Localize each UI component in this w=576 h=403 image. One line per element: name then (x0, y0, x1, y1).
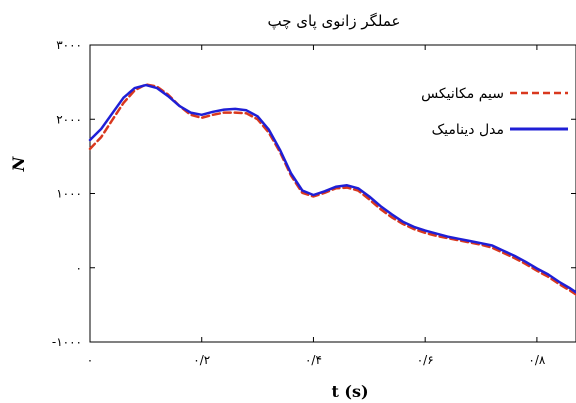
y-axis-label: N (9, 155, 28, 172)
x-axis-label: t (s) (331, 382, 368, 401)
x-tick-label: ۰/۸ (528, 353, 545, 367)
x-tick-label: ۰/۶ (417, 353, 434, 367)
y-tick-label: ۰ (76, 261, 82, 275)
y-tick-label: ۱۰۰۰ (56, 187, 82, 201)
series-layer (88, 83, 576, 296)
legend: سیم مکانیکس مدل دینامیک (421, 86, 568, 138)
x-tick-label: ۰/۴ (305, 353, 322, 367)
x-tick-label: ۰ (87, 353, 93, 367)
series-line-dynamic-model (88, 83, 576, 294)
chart-title: عملگر زانوی پای چپ (267, 12, 400, 31)
y-tick-label: ۲۰۰۰ (56, 112, 82, 126)
ticks-layer: ۰ ۰/۲ ۰/۴ ۰/۶ ۰/۸ -۱۰۰۰ ۰ ۱۰۰۰ ۲۰۰۰ ۳۰۰۰ (52, 38, 576, 367)
legend-label-dynamic-model: مدل دینامیک (432, 122, 504, 138)
x-tick-label: ۰/۲ (193, 353, 210, 367)
series-line-mechanics (88, 83, 576, 296)
y-tick-label: ۳۰۰۰ (56, 38, 82, 52)
y-tick-label: -۱۰۰۰ (52, 335, 82, 349)
legend-label-mechanics: سیم مکانیکس (421, 86, 504, 102)
